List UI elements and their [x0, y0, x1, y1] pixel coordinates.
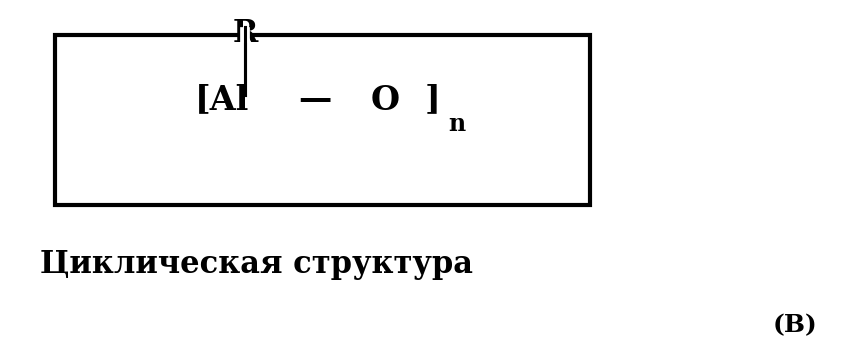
- Text: (B): (B): [773, 313, 817, 337]
- Text: ]: ]: [425, 83, 441, 117]
- Text: —: —: [299, 83, 332, 117]
- Bar: [55, 35, 590, 205]
- Text: O: O: [370, 83, 399, 117]
- Text: R: R: [232, 18, 258, 49]
- Text: [Al: [Al: [195, 83, 249, 117]
- Text: n: n: [448, 112, 465, 136]
- Text: Циклическая структура: Циклическая структура: [40, 249, 473, 281]
